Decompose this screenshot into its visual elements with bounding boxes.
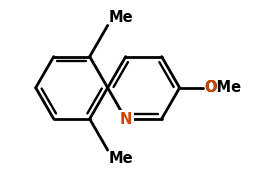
Text: Me: Me — [109, 151, 133, 166]
Text: OMe: OMe — [204, 80, 241, 95]
Text: O: O — [204, 80, 216, 95]
Text: N: N — [120, 112, 132, 127]
Text: Me: Me — [109, 9, 133, 24]
